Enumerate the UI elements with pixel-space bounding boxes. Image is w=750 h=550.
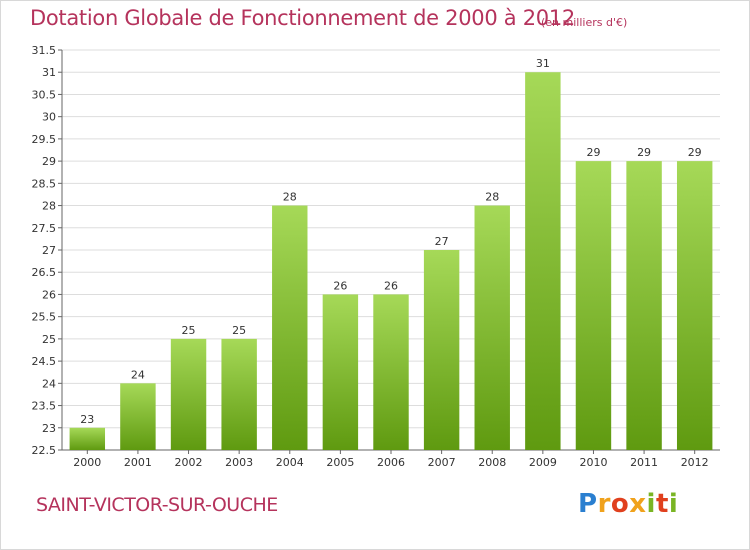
x-tick-label: 2001 (124, 456, 152, 469)
logo-letter: r (597, 489, 611, 519)
bar (221, 338, 257, 450)
y-tick-label: 29 (42, 155, 56, 168)
bar (423, 250, 460, 450)
logo-letter: t (655, 489, 669, 519)
bar (170, 338, 207, 450)
y-tick-label: 25 (42, 333, 56, 346)
x-tick-label: 2009 (529, 456, 557, 469)
bar-value-label: 24 (131, 368, 145, 381)
y-tick-label: 30 (42, 111, 56, 124)
bar-value-label: 28 (283, 191, 297, 204)
x-tick-label: 2012 (681, 456, 709, 469)
y-tick-label: 31 (42, 66, 56, 79)
y-tick-label: 29.5 (32, 133, 57, 146)
bar-value-label: 29 (688, 146, 702, 159)
bar (69, 427, 106, 450)
chart-title: Dotation Globale de Fonctionnement de 20… (30, 6, 575, 30)
y-tick-label: 26 (42, 288, 56, 301)
bar-value-label: 23 (80, 413, 94, 426)
bar (272, 205, 308, 450)
bar (575, 161, 612, 450)
x-tick-label: 2010 (579, 456, 607, 469)
bar-value-label: 28 (485, 191, 499, 204)
bar (373, 294, 409, 450)
bar (676, 161, 713, 450)
bar-value-label: 27 (435, 235, 449, 248)
x-tick-label: 2007 (428, 456, 456, 469)
logo-letter: o (610, 489, 630, 519)
y-tick-label: 28 (42, 200, 56, 213)
bar (322, 294, 359, 450)
unit-note: (en milliers d'€) (541, 16, 628, 29)
y-tick-label: 30.5 (32, 88, 57, 101)
bar-value-label: 29 (586, 146, 600, 159)
x-tick-label: 2011 (630, 456, 658, 469)
y-tick-label: 27.5 (32, 222, 57, 235)
y-tick-label: 24.5 (32, 355, 57, 368)
bar-value-label: 25 (182, 324, 196, 337)
y-tick-label: 26.5 (32, 266, 57, 279)
x-tick-label: 2008 (478, 456, 506, 469)
bar (525, 72, 561, 450)
bar-value-label: 31 (536, 57, 550, 70)
y-tick-label: 31.5 (32, 44, 57, 57)
logo-letter: i (668, 489, 679, 519)
y-tick-label: 23 (42, 422, 56, 435)
bar (474, 205, 510, 450)
proxiti-logo[interactable]: Proxiti (578, 489, 678, 519)
bar (626, 161, 662, 450)
y-tick-label: 25.5 (32, 311, 57, 324)
logo-letter: x (629, 489, 647, 519)
x-tick-label: 2000 (73, 456, 101, 469)
y-tick-label: 27 (42, 244, 56, 257)
bar-value-label: 26 (384, 279, 398, 292)
bar-value-label: 26 (333, 279, 347, 292)
bar (120, 383, 156, 450)
y-tick-label: 23.5 (32, 400, 57, 413)
commune-name: SAINT-VICTOR-SUR-OUCHE (36, 494, 278, 516)
bar-value-label: 29 (637, 146, 651, 159)
x-tick-label: 2004 (276, 456, 304, 469)
y-tick-label: 24 (42, 377, 56, 390)
x-tick-label: 2005 (326, 456, 354, 469)
logo-letter: i (646, 489, 656, 519)
bar-value-label: 25 (232, 324, 246, 337)
logo-letter: P (578, 489, 598, 519)
y-tick-label: 28.5 (32, 177, 57, 190)
x-tick-label: 2003 (225, 456, 253, 469)
x-tick-label: 2006 (377, 456, 405, 469)
x-tick-label: 2002 (175, 456, 203, 469)
y-tick-label: 22.5 (32, 444, 57, 457)
